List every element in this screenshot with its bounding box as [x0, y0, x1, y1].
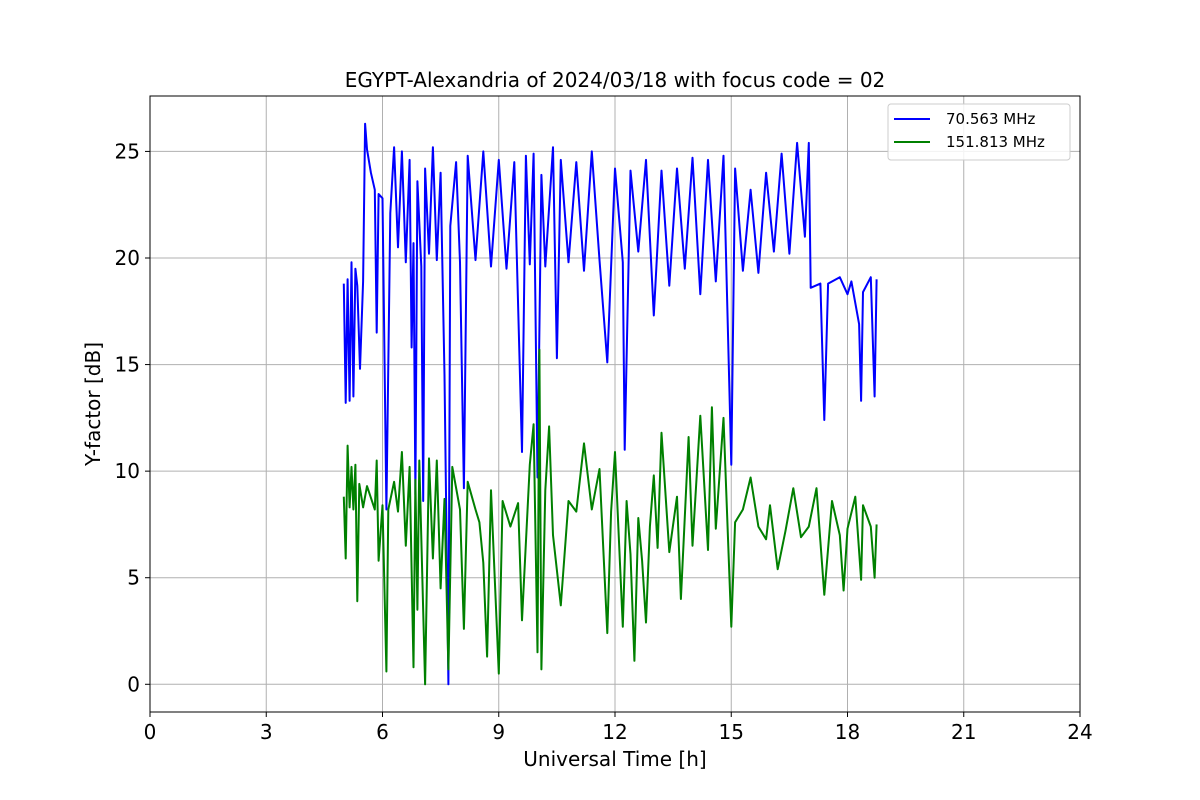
x-tick-label: 9 [492, 720, 505, 744]
x-tick-label: 3 [260, 720, 273, 744]
y-axis-label: Y-factor [dB] [81, 342, 105, 467]
x-tick-label: 21 [951, 720, 976, 744]
y-tick-label: 10 [115, 459, 140, 483]
legend: 70.563 MHz 151.813 MHz [887, 103, 1071, 161]
x-tick-label: 18 [835, 720, 860, 744]
x-tick-label: 6 [376, 720, 389, 744]
y-tick-label: 15 [115, 353, 140, 377]
y-tick-label: 5 [127, 566, 140, 590]
series-line-1 [342, 122, 878, 686]
y-tick-label: 20 [115, 246, 140, 270]
legend-label: 151.813 MHz [946, 133, 1045, 151]
x-tick-label: 0 [144, 720, 157, 744]
legend-box [887, 103, 1071, 161]
x-axis-label: Universal Time [h] [523, 747, 706, 771]
x-tick-label: 24 [1067, 720, 1092, 744]
x-tick-label: 15 [719, 720, 744, 744]
y-tick-label: 25 [115, 139, 140, 163]
y-tick-label: 0 [127, 672, 140, 696]
legend-label: 70.563 MHz [946, 110, 1035, 128]
plot-series [342, 122, 878, 686]
x-tick-label: 12 [602, 720, 627, 744]
chart-title: EGYPT-Alexandria of 2024/03/18 with focu… [345, 68, 886, 92]
axis-ticks: 0 3 6 9 12 15 18 21 24 0 5 10 15 20 25 [115, 139, 1093, 744]
series-line-2 [342, 348, 878, 686]
